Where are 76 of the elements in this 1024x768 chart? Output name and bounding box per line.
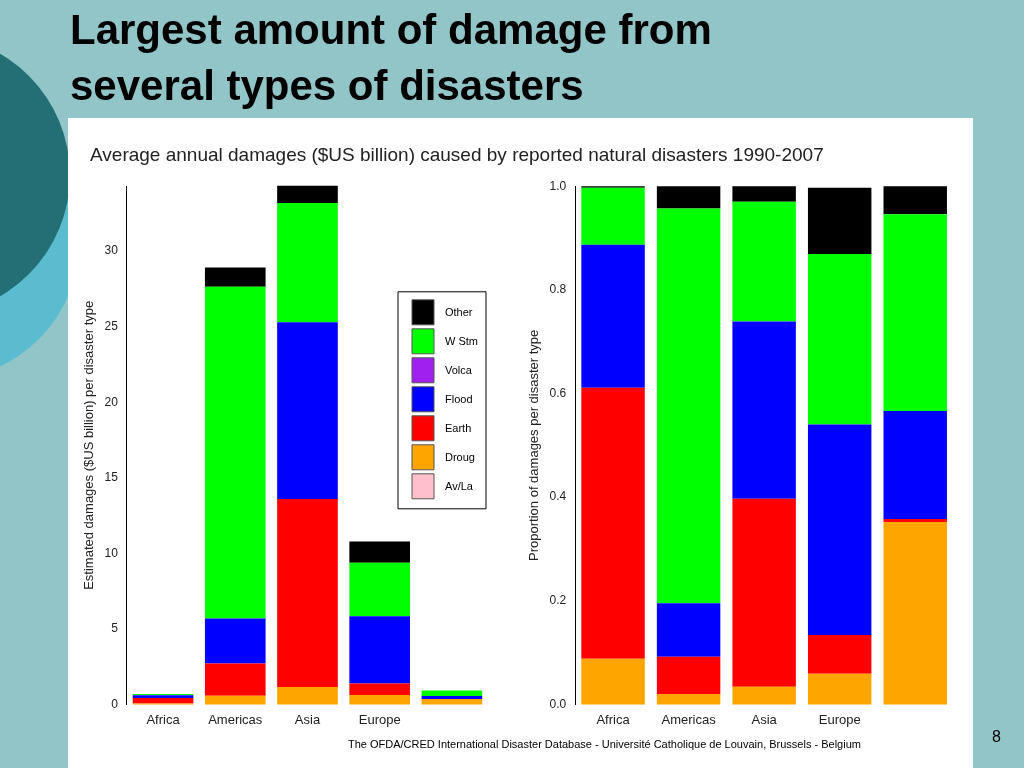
text: The OFDA/CRED International Disaster Database - Université Catholique de Louvain, Brussels - Belgium xyxy=(348,738,861,750)
bar xyxy=(421,696,483,700)
y-tick-label: 20 xyxy=(104,394,119,409)
legend-label: W Stm xyxy=(445,334,478,347)
x-tick-label: Europe xyxy=(358,711,401,727)
x-tick-label: Americas xyxy=(208,711,263,727)
x-tick-label: Americas xyxy=(661,711,717,727)
legend-label: Av/La xyxy=(445,479,474,492)
legend-label: Droug xyxy=(445,450,475,463)
x-tick-label: Asia xyxy=(751,711,778,727)
y-tick-label: 15 xyxy=(104,470,119,485)
y-tick-label: 0.8 xyxy=(549,282,567,297)
bar xyxy=(581,187,645,245)
y-tick-label: 10 xyxy=(104,545,119,560)
bar xyxy=(349,616,411,684)
y-axis-title: Proportion of damages per disaster type xyxy=(526,329,542,561)
bar xyxy=(349,683,411,696)
bar xyxy=(656,656,721,695)
bar xyxy=(656,208,721,604)
legend-label: Earth xyxy=(445,421,472,434)
bar xyxy=(277,322,338,500)
legend-label: Flood xyxy=(445,392,473,405)
bar xyxy=(732,498,796,687)
bar xyxy=(277,203,338,323)
bar xyxy=(277,499,338,688)
bar xyxy=(421,699,483,705)
bar xyxy=(204,695,266,705)
bar xyxy=(732,686,796,705)
text: 8 xyxy=(992,728,1001,746)
bar xyxy=(883,518,947,522)
bar xyxy=(807,187,872,255)
bar xyxy=(883,521,947,705)
x-tick-label: Europe xyxy=(818,711,861,727)
bar xyxy=(883,411,947,519)
x-tick-label: Africa xyxy=(146,711,181,727)
x-tick-label: Asia xyxy=(294,711,321,727)
legend-label: Volca xyxy=(445,363,473,376)
bar xyxy=(581,387,645,659)
bar xyxy=(732,201,796,322)
bar xyxy=(349,695,411,705)
bar xyxy=(807,254,872,425)
bar xyxy=(807,424,872,635)
y-tick-label: 0.4 xyxy=(549,489,567,504)
bar xyxy=(132,698,194,704)
y-tick-label: 0.2 xyxy=(549,593,567,608)
bar xyxy=(883,186,947,215)
bar xyxy=(204,286,266,619)
y-axis-title: Estimated damages ($US billion) per disaster type xyxy=(81,300,97,590)
bar xyxy=(277,687,338,705)
bar xyxy=(349,541,411,563)
x-tick-label: Africa xyxy=(596,711,631,727)
chart-subtitle: Average annual damages ($US billion) caused by reported natural disasters 1990-2007 xyxy=(90,144,824,166)
bar xyxy=(807,634,872,674)
y-tick-label: 5 xyxy=(111,621,119,636)
chart-title: Largest amount of damage from several types of disasters xyxy=(70,5,713,111)
y-tick-label: 1.0 xyxy=(549,178,567,193)
bar xyxy=(204,663,266,696)
bar xyxy=(581,244,645,388)
bar xyxy=(883,214,947,412)
bar xyxy=(204,267,266,287)
y-tick-label: 0 xyxy=(111,696,119,711)
y-tick-label: 25 xyxy=(104,319,119,334)
y-tick-label: 30 xyxy=(104,243,119,258)
bar xyxy=(204,618,266,664)
y-tick-label: 0.0 xyxy=(549,696,567,711)
bar xyxy=(732,321,796,499)
bar xyxy=(656,603,721,657)
bar xyxy=(581,658,645,705)
bar xyxy=(732,186,796,202)
legend-label: Other xyxy=(445,305,473,318)
bar xyxy=(277,185,338,204)
bar xyxy=(656,186,721,209)
bar xyxy=(807,673,872,705)
y-tick-label: 0.6 xyxy=(549,385,567,400)
bar xyxy=(349,562,411,617)
bar xyxy=(656,694,721,705)
